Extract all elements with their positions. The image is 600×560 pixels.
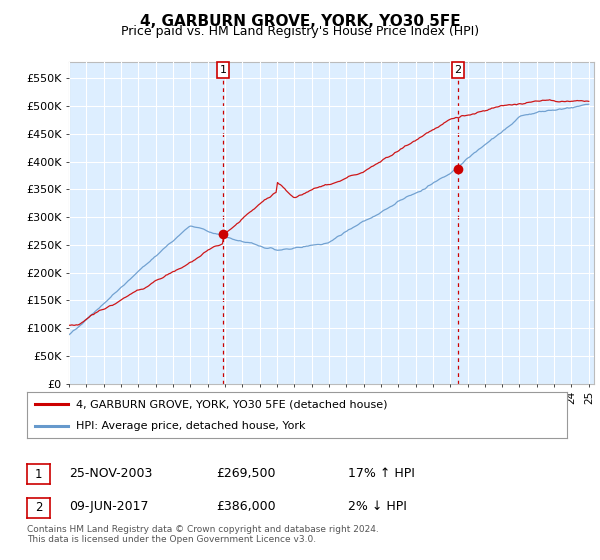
Text: 1: 1 bbox=[35, 468, 42, 481]
Text: 2: 2 bbox=[35, 501, 42, 515]
Text: HPI: Average price, detached house, York: HPI: Average price, detached house, York bbox=[76, 421, 305, 431]
Text: Price paid vs. HM Land Registry's House Price Index (HPI): Price paid vs. HM Land Registry's House … bbox=[121, 25, 479, 38]
Text: 09-JUN-2017: 09-JUN-2017 bbox=[69, 500, 149, 514]
Text: £269,500: £269,500 bbox=[216, 466, 275, 480]
Text: 4, GARBURN GROVE, YORK, YO30 5FE (detached house): 4, GARBURN GROVE, YORK, YO30 5FE (detach… bbox=[76, 399, 387, 409]
Text: Contains HM Land Registry data © Crown copyright and database right 2024.
This d: Contains HM Land Registry data © Crown c… bbox=[27, 525, 379, 544]
Text: 2% ↓ HPI: 2% ↓ HPI bbox=[348, 500, 407, 514]
Text: 2: 2 bbox=[454, 65, 461, 75]
Text: 25-NOV-2003: 25-NOV-2003 bbox=[69, 466, 152, 480]
Text: 4, GARBURN GROVE, YORK, YO30 5FE: 4, GARBURN GROVE, YORK, YO30 5FE bbox=[140, 14, 460, 29]
Text: £386,000: £386,000 bbox=[216, 500, 275, 514]
Text: 1: 1 bbox=[220, 65, 227, 75]
Text: 17% ↑ HPI: 17% ↑ HPI bbox=[348, 466, 415, 480]
